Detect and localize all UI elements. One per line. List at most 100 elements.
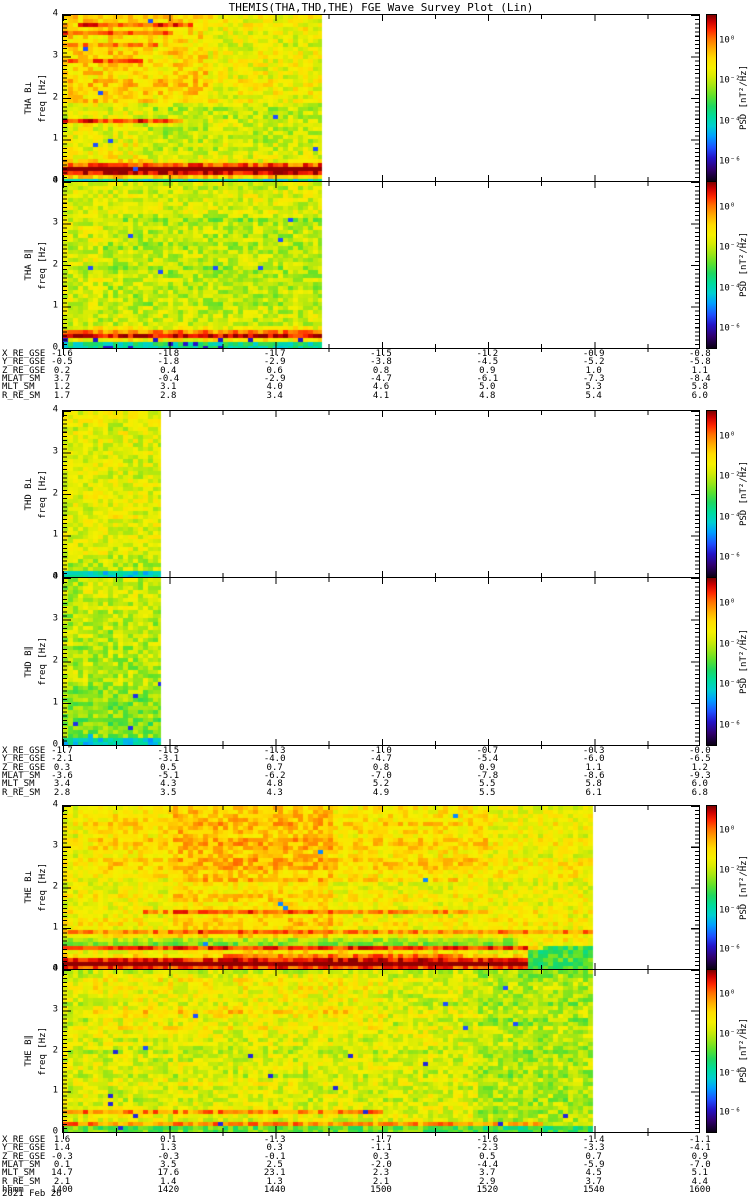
panel-name-tha-bpar: THA B∥ (22, 181, 35, 349)
ephem-value: -2.1 (51, 754, 73, 765)
ephem-value: 1.1 (691, 365, 708, 376)
colorbar-tick-label: 10⁻² (719, 1029, 741, 1040)
y-tick-label: 0 (52, 963, 58, 974)
spectrogram-panel-tha-bperp (62, 14, 700, 182)
ephem-value: 1420 (157, 1184, 180, 1195)
ephem-value: 5.0 (479, 382, 496, 393)
colorbar-tick-label: 10⁰ (719, 202, 736, 213)
ephem-row-label-mlt_sm: MLT_SM (2, 382, 35, 393)
colorbar-tick-label: 10⁻² (719, 639, 741, 650)
panel-name-label: THA B⊥ (23, 81, 34, 115)
ephem-value: -1.8 (157, 357, 180, 368)
y-tick-label: 1 (52, 1085, 58, 1096)
panel-name-label: THD B∥ (23, 645, 34, 678)
ephem-value: 6.0 (691, 390, 708, 401)
ephem-row-label-x_re_gse: X_RE_GSE (2, 1135, 46, 1145)
psd-axis-label: PSD [nT²/Hz] (738, 461, 749, 527)
colorbar-tick-label: 10⁻⁴ (719, 679, 741, 690)
psd-axis-label-tha-bperp: PSD [nT²/Hz] (737, 14, 750, 182)
panel-name-the-bperp: THE B⊥ (22, 805, 35, 970)
y-tick-label: 3 (52, 50, 58, 61)
ephem-value: -1.8 (157, 349, 180, 359)
colorbar-tick-label: 10⁻⁴ (719, 1068, 741, 1079)
ephem-value: 23.1 (263, 1168, 286, 1179)
spectrogram-canvas-thd-bpar (63, 578, 699, 745)
ephem-value: -5.8 (688, 357, 711, 368)
psd-axis-label: PSD [nT²/Hz] (738, 628, 749, 695)
spectrogram-panel-the-bpar (62, 969, 700, 1133)
ephem-value: 1600 (688, 1184, 711, 1195)
ephem-value: 6.8 (691, 787, 708, 798)
ephem-row-label-mlt_sm: MLT_SM (2, 779, 35, 790)
ephem-value: 1.2 (53, 382, 71, 393)
panel-name-label: THA B∥ (23, 249, 34, 281)
plot-title: THEMIS(THA,THD,THE) FGE Wave Survey Plot… (228, 1, 534, 14)
ephem-value: 6.0 (691, 779, 708, 790)
ephem-row-label-r_re_sm: R_RE_SM (2, 787, 40, 798)
ephem-value: -0.3 (51, 1151, 73, 1162)
ephem-value: 4.8 (266, 779, 283, 790)
spectrogram-canvas-tha-bpar (63, 182, 699, 348)
ephem-value: -0.7 (476, 746, 499, 756)
ephem-value: -3.8 (370, 357, 392, 368)
ephem-value: 4.1 (372, 390, 390, 401)
ephem-value: 0.8 (372, 762, 390, 773)
ephem-value: 0.5 (160, 762, 177, 773)
y-tick-label: 3 (52, 1004, 58, 1015)
ephem-value: -4.4 (476, 1159, 499, 1170)
panel-name-thd-bpar: THD B∥ (22, 577, 35, 746)
ephem-value: 3.7 (53, 373, 71, 384)
ephem-value: 0.9 (691, 1151, 708, 1162)
ephem-value: 6.1 (585, 787, 602, 798)
y-tick-label: 0 (52, 571, 58, 582)
ephem-value: 2.1 (372, 1176, 390, 1187)
ephem-row-label-hhmm: hhmm (2, 1184, 24, 1195)
spectrogram-canvas-thd-bperp (63, 411, 699, 577)
ephem-value: -4.5 (476, 357, 499, 368)
y-tick-label: 2 (52, 92, 58, 102)
ephem-value: 1.3 (266, 1176, 283, 1187)
psd-axis-label-tha-bpar: PSD [nT²/Hz] (737, 181, 750, 349)
ephem-value: -8.6 (582, 770, 605, 781)
panel-name-label: THE B∥ (23, 1035, 34, 1067)
ephem-value: 14.7 (51, 1168, 73, 1179)
y-tick-label: 0 (52, 739, 58, 750)
colorbar-tick-label: 10⁻⁶ (719, 944, 741, 955)
ephem-value: -2.9 (263, 357, 286, 368)
ephem-value: -0.3 (157, 1151, 180, 1162)
y-tick-label: 2 (52, 488, 58, 498)
ephem-value: -0.1 (263, 1151, 286, 1162)
colorbar-tick-label: 10⁻² (719, 75, 741, 86)
ephem-value: -0.3 (582, 746, 605, 756)
y-tick-label: 2 (52, 881, 58, 892)
ephem-row-label-y_re_gse: Y_RE_GSE (2, 1143, 46, 1154)
ephem-row-label-mlat_sm: MLAT_SM (2, 770, 40, 781)
ephem-value: 1.4 (160, 1176, 177, 1187)
ephem-row-label-y_re_gse: Y_RE_GSE (2, 357, 46, 368)
ephem-value: 5.8 (691, 382, 708, 393)
panel-name-label: THD B⊥ (23, 477, 34, 511)
ephem-value: -4.7 (370, 373, 392, 384)
spectrogram-panel-thd-bperp (62, 410, 700, 578)
psd-axis-label: PSD [nT²/Hz] (738, 1018, 749, 1084)
colorbar-the-bpar (706, 969, 717, 1133)
y-tick-label: 3 (52, 446, 58, 457)
colorbar-tick-label: 10⁰ (719, 431, 736, 442)
date-label: 2021 Feb 26 (2, 1189, 62, 1199)
ephem-row-label-mlat_sm: MLAT_SM (2, 373, 40, 384)
y-tick-label: 1 (52, 133, 58, 144)
spectrogram-canvas-the-bpar (63, 970, 699, 1132)
ephem-value: 0.7 (585, 1151, 602, 1162)
colorbar-tick-label: 10⁻⁶ (719, 323, 741, 334)
colorbar-tha-bperp (706, 14, 717, 182)
ephem-value: -6.2 (263, 770, 286, 781)
ephem-row-label-mlat_sm: MLAT_SM (2, 1159, 40, 1170)
y-tick-label: 0 (52, 175, 58, 186)
y-tick-label: 4 (52, 963, 58, 974)
ephem-value: 3.5 (160, 787, 177, 798)
ephem-value: -7.0 (688, 1159, 711, 1170)
spectrogram-canvas-the-bperp (63, 806, 699, 969)
ephem-value: -2.0 (370, 1159, 392, 1170)
ephem-value: -5.4 (476, 754, 499, 765)
ephem-row-label-z_re_gse: Z_RE_GSE (2, 762, 46, 773)
